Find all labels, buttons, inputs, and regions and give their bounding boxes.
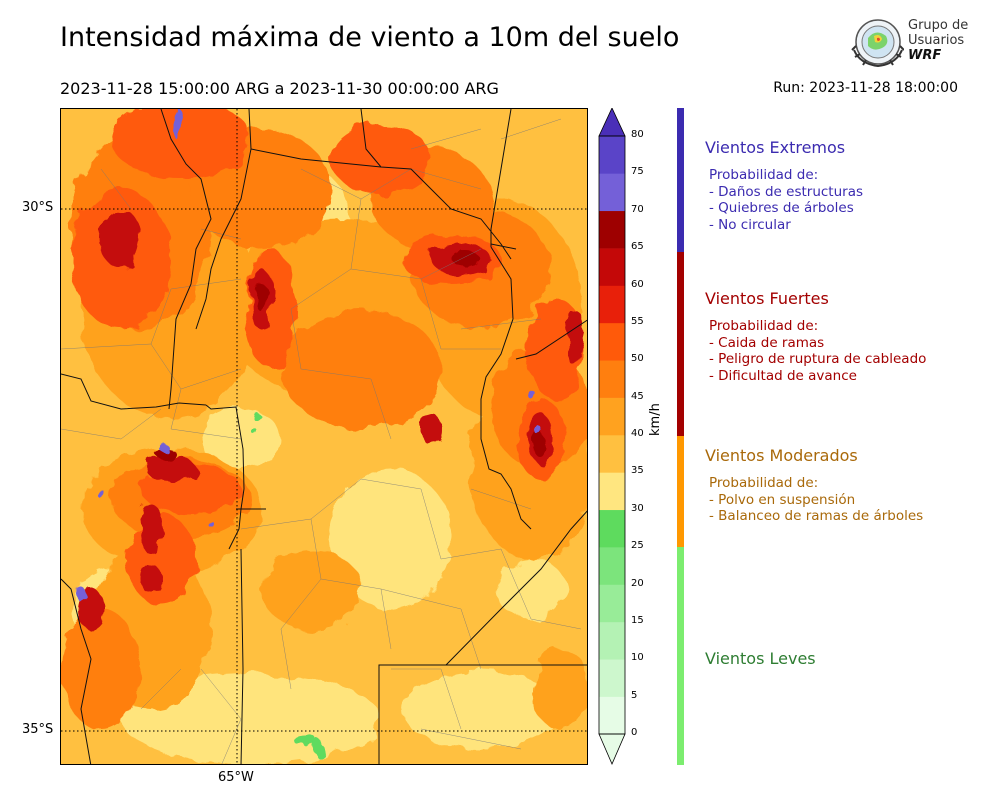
colorbar-segment	[599, 397, 625, 436]
colorbar-segment	[599, 322, 625, 361]
colorbar-segment	[599, 659, 625, 697]
colorbar-segment	[599, 696, 625, 735]
category-bar-extreme	[677, 108, 684, 252]
colorbar-tick-label: 55	[631, 315, 644, 327]
colorbar-segment	[599, 136, 625, 174]
colorbar-tick-label: 30	[631, 502, 644, 514]
map-title: Intensidad máxima de viento a 10m del su…	[60, 22, 680, 53]
graticule	[61, 109, 587, 764]
category-bar-moderate	[677, 436, 684, 547]
forecast-period: 2023-11-28 15:00:00 ARG a 2023-11-30 00:…	[60, 79, 499, 98]
colorbar-segment	[599, 210, 625, 249]
globe-icon	[851, 19, 905, 68]
province-boundaries	[61, 109, 587, 764]
colorbar-tick-label: 80	[631, 129, 644, 140]
colorbar-tick-label: 35	[631, 465, 644, 477]
colorbar-tick-label: 25	[631, 540, 644, 552]
colorbar-tick-label: 60	[631, 278, 644, 290]
category-light: Vientos Leves	[705, 649, 816, 668]
category-description: Probabilidad de: - Polvo en suspensión -…	[709, 475, 923, 525]
category-item: - Polvo en suspensión	[709, 491, 856, 508]
colorbar-tick-label: 40	[631, 428, 644, 439]
colorbar-tick-label: 5	[631, 689, 638, 701]
category-description: Probabilidad de: - Daños de estructuras …	[709, 167, 863, 233]
colorbar-segment	[599, 435, 625, 473]
category-item: - Daños de estructuras	[709, 183, 864, 200]
logo-text: Grupo de Usuarios WRF	[908, 18, 968, 63]
category-item: - No circular	[709, 216, 791, 233]
wind-field	[61, 109, 587, 764]
category-title: Vientos Extremos	[705, 138, 846, 157]
logo-line-1: Grupo de	[908, 18, 969, 33]
colorbar	[598, 108, 626, 766]
run-time: Run: 2023-11-28 18:00:00	[773, 80, 958, 96]
colorbar-segment	[599, 621, 625, 660]
colorbar-tick-label: 75	[631, 166, 644, 178]
category-moderate: Vientos Moderados Probabilidad de: - Pol…	[705, 446, 923, 525]
colorbar-tick-label: 70	[631, 203, 644, 215]
category-item: - Dificultad de avance	[709, 367, 857, 384]
category-intro: Probabilidad de:	[709, 167, 819, 183]
category-extreme: Vientos Extremos Probabilidad de: - Daño…	[705, 138, 863, 233]
lat-label-30s: 30°S	[22, 200, 54, 215]
category-item: - Balanceo de ramas de árboles	[709, 508, 924, 524]
colorbar-tick-label: 15	[631, 614, 644, 626]
colorbar-tick-label: 10	[631, 652, 644, 664]
category-item: - Quiebres de árboles	[709, 200, 854, 216]
category-item: - Peligro de ruptura de cableado	[709, 351, 927, 367]
lon-label-65w: 65°W	[218, 770, 254, 785]
category-bar-light	[677, 547, 684, 765]
category-title: Vientos Fuertes	[705, 289, 829, 308]
colorbar-segment	[599, 360, 625, 398]
colorbar-tick-label: 45	[631, 390, 644, 402]
colorbar-tick-label: 65	[631, 241, 644, 253]
colorbar-tick-label: 20	[631, 577, 644, 589]
colorbar-tick-label: 0	[631, 727, 638, 738]
colorbar-segment	[599, 173, 625, 212]
category-item: - Caida de ramas	[709, 334, 825, 351]
category-intro: Probabilidad de:	[709, 475, 819, 491]
category-title: Vientos Leves	[705, 649, 816, 668]
category-description: Probabilidad de: - Caida de ramas - Peli…	[709, 318, 926, 384]
category-title: Vientos Moderados	[705, 446, 858, 465]
department-boundaries	[61, 118, 582, 764]
colorbar-tick-label: 50	[631, 353, 644, 365]
wrf-logo: Grupo de Usuarios WRF	[848, 16, 972, 72]
colorbar-segment	[599, 509, 625, 548]
lat-label-35s: 35°S	[22, 722, 54, 737]
logo-line-3: WRF	[908, 48, 942, 63]
wind-map-svg	[61, 109, 587, 764]
colorbar-segment	[599, 248, 625, 286]
category-intro: Probabilidad de:	[709, 318, 819, 334]
colorbar-segment	[599, 584, 625, 623]
colorbar-segment	[599, 547, 625, 585]
category-bar	[677, 108, 684, 765]
colorbar-unit-label: km/h	[648, 403, 663, 436]
category-strong: Vientos Fuertes Probabilidad de: - Caida…	[705, 289, 926, 384]
colorbar-segment	[599, 285, 625, 324]
colorbar-segment	[599, 472, 625, 511]
wind-map	[60, 108, 588, 765]
category-bar-strong	[677, 252, 684, 436]
logo-line-2: Usuarios	[908, 33, 965, 48]
